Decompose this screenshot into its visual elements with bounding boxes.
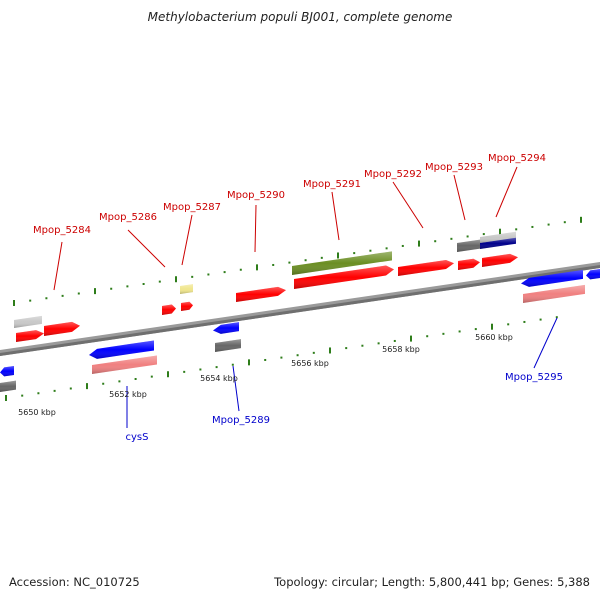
gene-arrow-shade [294, 265, 394, 289]
leader-line [495, 166, 518, 218]
gene-arrow-shade [398, 259, 454, 276]
gene-arrow-shade [213, 322, 239, 334]
scale-label: 5658 kbp [382, 345, 420, 354]
gene-arrow-shade [44, 321, 80, 336]
gene-arrow-shade [215, 339, 241, 352]
scale-labels: 5650 kbp 5652 kbp 5654 kbp 5656 kbp 5658 kbp… [18, 333, 513, 417]
gene-arrow-shade [0, 380, 16, 392]
gene-label: Mpop_5290 [227, 190, 285, 201]
gene-arrow-shade [181, 301, 193, 311]
gene-arrow-shade [14, 315, 42, 328]
gene-arrow-shade [586, 268, 600, 280]
accession-text: Accession: NC_010725 [9, 575, 140, 589]
scale-label: 5652 kbp [109, 390, 147, 399]
gene-arrow-shade [89, 340, 154, 359]
gene-arrow-shade [458, 258, 480, 270]
gene-label: Mpop_5286 [99, 212, 157, 223]
gene-labels: Mpop_5284 Mpop_5286 Mpop_5287 Mpop_5290 Mpop… [33, 153, 563, 443]
leader-line [181, 214, 193, 266]
gene-label: cysS [126, 432, 149, 443]
gene-arrow-shade [457, 239, 481, 252]
leader-line [392, 181, 424, 229]
gene-label: Mpop_5287 [163, 202, 221, 213]
gene-arrow-shade [480, 231, 516, 243]
tick-marks-inner [5, 316, 558, 401]
tick-marks-outer [13, 216, 582, 306]
leader-line [331, 191, 340, 241]
topology-text: Topology: circular; Length: 5,800,441 bp… [274, 575, 590, 589]
gene-label: Mpop_5289 [212, 415, 270, 426]
genome-backbone [0, 262, 600, 356]
gene-arrow-shade [521, 269, 583, 287]
leader-line [453, 174, 466, 221]
leader-line [127, 229, 166, 268]
scale-label: 5654 kbp [200, 374, 238, 383]
leader-line [533, 317, 558, 369]
gene-label: Mpop_5295 [505, 372, 563, 383]
gene-arrow-shade [236, 286, 286, 302]
gene-label: Mpop_5284 [33, 225, 91, 236]
gene-label: Mpop_5293 [425, 162, 483, 173]
leader-line [254, 204, 257, 253]
gene-arrow-shade [180, 284, 193, 294]
gene-arrow-shade [162, 304, 176, 315]
gene-label: Mpop_5291 [303, 179, 361, 190]
label-leader-lines [53, 166, 558, 428]
gene-features [0, 231, 600, 392]
scale-label: 5650 kbp [18, 408, 56, 417]
gene-arrow-shade [0, 365, 14, 377]
leader-line [232, 365, 240, 412]
map-title: Methylobacterium populi BJ001, complete … [147, 10, 453, 24]
gene-label: Mpop_5294 [488, 153, 546, 164]
gene-arrow-shade [482, 253, 518, 267]
gene-arrow-shade [480, 237, 516, 249]
leader-line [53, 241, 63, 291]
gene-arrow-shade [16, 330, 44, 342]
gene-arrow-shade [292, 251, 392, 275]
gene-arrow-shade [92, 355, 157, 374]
scale-label: 5656 kbp [291, 359, 329, 368]
gene-arrow-shade [523, 284, 585, 303]
gene-label: Mpop_5292 [364, 169, 422, 180]
scale-label: 5660 kbp [475, 333, 513, 342]
